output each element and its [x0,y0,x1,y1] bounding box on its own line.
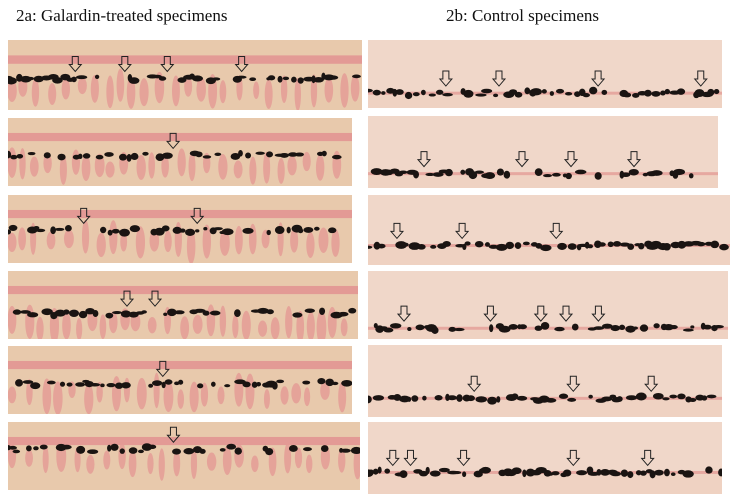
galardin-micrograph-5 [8,346,352,414]
galardin-micrograph-2 [8,118,352,186]
marker-arrow-icon [558,305,574,322]
marker-arrow-icon [155,360,170,378]
marker-arrow-icon [76,207,91,225]
marker-arrow-icon [438,70,453,87]
control-micrograph-6 [368,422,722,494]
marker-arrow-icon [644,375,659,393]
marker-arrow-icon [467,375,482,393]
marker-arrow-icon [385,449,400,467]
marker-arrow-icon [166,132,181,150]
galardin-micrograph-4 [8,271,358,339]
control-micrograph-1 [368,40,722,108]
marker-arrow-icon [591,70,606,87]
marker-arrow-icon [514,151,530,168]
marker-arrow-icon [455,222,470,240]
marker-arrow-icon [117,56,132,73]
marker-arrow-icon [626,151,642,168]
marker-arrow-icon [549,222,564,240]
control-micrograph-4 [368,271,728,339]
marker-arrow-icon [591,305,606,322]
marker-arrow-icon [234,56,249,73]
marker-arrow-icon [693,70,708,87]
marker-arrow-icon [566,449,581,467]
panel-title-galardin: 2a: Galardin-treated specimens [16,6,228,25]
marker-arrow-icon [147,290,163,307]
marker-arrow-icon [396,305,412,322]
galardin-micrograph-6 [8,422,360,490]
marker-arrow-icon [160,56,175,73]
marker-arrow-icon [566,375,581,393]
marker-arrow-icon [403,449,418,467]
galardin-micrograph-3 [8,195,352,263]
control-micrograph-3 [368,195,730,265]
marker-arrow-icon [389,222,405,240]
marker-arrow-icon [483,305,498,322]
control-micrograph-2 [368,116,718,188]
marker-arrow-icon [640,449,655,467]
galardin-micrograph-1 [8,40,362,110]
marker-arrow-icon [533,305,548,322]
marker-arrow-icon [563,151,579,168]
marker-arrow-icon [416,151,432,168]
marker-arrow-icon [456,449,471,467]
marker-arrow-icon [166,426,181,443]
control-micrograph-5 [368,345,722,417]
marker-arrow-icon [491,70,507,87]
marker-arrow-icon [190,207,205,225]
panel-title-control: 2b: Control specimens [446,6,599,25]
marker-arrow-icon [119,290,135,307]
marker-arrow-icon [68,56,83,73]
